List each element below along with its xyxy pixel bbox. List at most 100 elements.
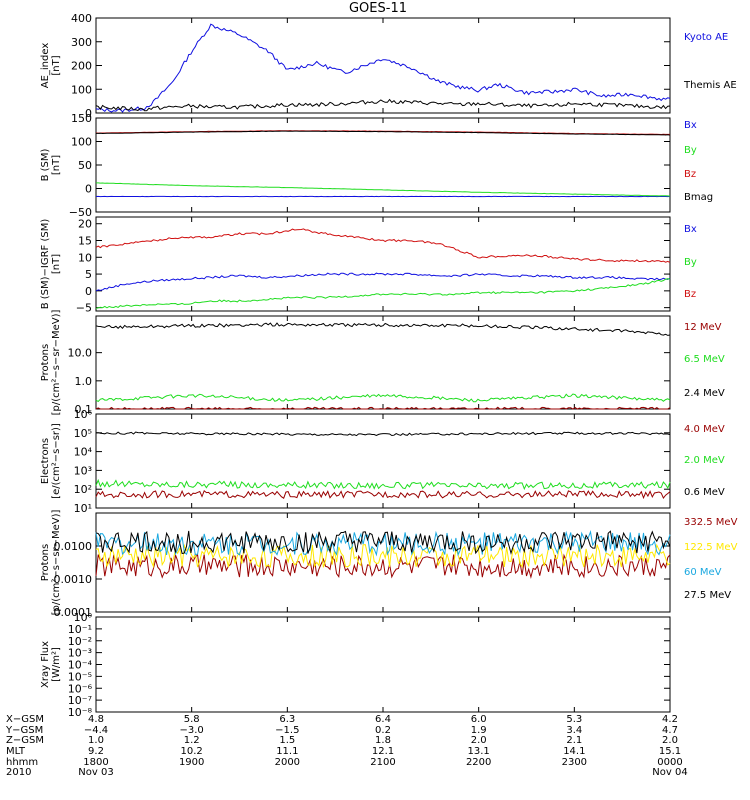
y-tick-label: 10³ bbox=[74, 464, 92, 477]
axis-cell: 1900 bbox=[179, 757, 204, 768]
axis-cell: 12.1 bbox=[372, 746, 394, 757]
axis-row-label: Y−GSM bbox=[5, 725, 43, 736]
series-line bbox=[95, 489, 671, 500]
y-tick-label: 100 bbox=[71, 83, 92, 96]
y-tick-label: 10.0 bbox=[68, 347, 93, 360]
series-line bbox=[95, 393, 671, 403]
y-tick-label: 400 bbox=[71, 12, 92, 25]
legend-label: By bbox=[684, 257, 697, 268]
y-tick-label: 0 bbox=[85, 285, 92, 298]
y-tick-label: 0.0100 bbox=[54, 540, 93, 553]
y-tick-label: 10⁻⁸ bbox=[68, 706, 93, 719]
axis-cell: 9.2 bbox=[88, 746, 104, 757]
axis-cell: 5.3 bbox=[566, 714, 582, 725]
axis-cell: 2.0 bbox=[471, 735, 487, 746]
y-tick-label: 300 bbox=[71, 36, 92, 49]
y-axis-label: Protons[p/(cm²−s−sr−MeV)] bbox=[40, 509, 62, 615]
legend-label: 2.4 MeV bbox=[684, 388, 725, 399]
axis-cell: 4.7 bbox=[662, 725, 678, 736]
y-tick-label: 10⁻² bbox=[68, 635, 92, 648]
axis-cell: 5.8 bbox=[184, 714, 200, 725]
legend-label: 27.5 MeV bbox=[684, 590, 731, 601]
figure-title: GOES-11 bbox=[349, 1, 407, 16]
series-line bbox=[95, 553, 671, 580]
axis-cell: 10.2 bbox=[181, 746, 203, 757]
panel-ae: 400 300 200 100 0 AE_index[nT] Kyoto AE Themis … bbox=[40, 12, 737, 120]
axis-cell: 15.1 bbox=[659, 746, 681, 757]
axis-cell: 11.1 bbox=[276, 746, 298, 757]
legend-label: By bbox=[684, 145, 697, 156]
legend-label: Bz bbox=[684, 169, 696, 180]
y-axis-label: B (SM)−IGRF (SM)[nT] bbox=[40, 219, 62, 310]
legend-label: 4.0 MeV bbox=[684, 424, 725, 435]
axis-cell: −3.0 bbox=[180, 725, 204, 736]
axis-cell: 2.0 bbox=[662, 735, 678, 746]
legend-label: 12 MeV bbox=[684, 322, 722, 333]
y-tick-label: 10² bbox=[74, 483, 92, 496]
axis-cell: 2200 bbox=[466, 757, 491, 768]
panel-frame bbox=[95, 616, 671, 713]
y-tick-label: 0.0010 bbox=[54, 573, 93, 586]
series-line bbox=[95, 98, 671, 112]
y-tick-label: 1.0 bbox=[75, 375, 93, 388]
y-tick-label: 0 bbox=[85, 107, 92, 120]
y-tick-label: 10¹ bbox=[74, 502, 92, 515]
legend-label: 0.6 MeV bbox=[684, 487, 725, 498]
axis-cell: 6.4 bbox=[375, 714, 391, 725]
series-line bbox=[95, 228, 671, 263]
legend-label: 60 MeV bbox=[684, 567, 722, 578]
series-line bbox=[96, 182, 671, 197]
y-axis-label: Electrons[e/(cm²−s−sr)] bbox=[40, 423, 62, 499]
panel-protons2: 0.0100 0.0010 0.0001Protons[p/(cm²−s−sr−Me… bbox=[40, 509, 738, 619]
panel-electrons: 10⁶ 10⁵ 10⁴ 10³ 10² 10¹ Electrons[e/(cm²−s−sr)… bbox=[40, 408, 725, 515]
axis-cell: 14.1 bbox=[563, 746, 585, 757]
series-line bbox=[96, 130, 671, 136]
legend-label: 2.0 MeV bbox=[684, 455, 725, 466]
axis-cell: 2100 bbox=[370, 757, 395, 768]
axis-cell: 1800 bbox=[83, 757, 108, 768]
axis-cell: Nov 03 bbox=[78, 767, 113, 778]
series-line bbox=[95, 530, 671, 557]
y-axis-label: Xray Flux[W/m²] bbox=[40, 641, 62, 688]
axis-cell: −4.4 bbox=[84, 725, 108, 736]
legend-label: 332.5 MeV bbox=[684, 517, 738, 528]
axis-cell: 3.4 bbox=[566, 725, 582, 736]
axis-cell: 1.5 bbox=[279, 735, 295, 746]
axis-cell: 1.8 bbox=[375, 735, 391, 746]
axis-cell: 6.0 bbox=[471, 714, 487, 725]
axis-cell: 0000 bbox=[657, 757, 682, 768]
axis-cell: Nov 04 bbox=[652, 767, 687, 778]
axis-cell: 1.2 bbox=[184, 735, 200, 746]
axis-cell: 0.2 bbox=[375, 725, 391, 736]
axis-cell: 13.1 bbox=[468, 746, 490, 757]
legend-label: Themis AE bbox=[683, 80, 737, 91]
series-line bbox=[95, 23, 671, 113]
series-line bbox=[95, 543, 671, 569]
y-tick-label: 100 bbox=[71, 136, 92, 149]
panel-bsm: 150 100 50 0 −50 B (SM)[nT] Bx By Bz Bmag bbox=[40, 112, 713, 219]
series-line bbox=[95, 406, 671, 410]
y-axis-label: B (SM)[nT] bbox=[40, 148, 62, 181]
y-tick-label: 10⁻⁵ bbox=[68, 670, 92, 683]
panel-frame bbox=[95, 413, 671, 509]
series-line bbox=[95, 278, 671, 309]
y-tick-label: 10 bbox=[78, 251, 92, 264]
y-tick-label: 20 bbox=[78, 218, 92, 231]
y-tick-label: 5 bbox=[85, 268, 92, 281]
legend-label: Kyoto AE bbox=[684, 32, 728, 43]
panel-protons1: 10.0 1.0 0.1 Protons[p/(cm²−s−sr−MeV)] 12 Me… bbox=[40, 309, 725, 416]
series-line bbox=[95, 478, 671, 491]
series-line bbox=[95, 272, 671, 292]
y-tick-label: 150 bbox=[71, 112, 92, 125]
y-tick-label: 10⁻¹ bbox=[68, 623, 92, 636]
axis-cell: −1.5 bbox=[275, 725, 299, 736]
series-line bbox=[95, 322, 671, 336]
y-tick-label: 10⁵ bbox=[74, 427, 92, 440]
panel-bigrf: 20 15 10 5 0 −5 B (SM)−IGRF (SM)[nT] Bx By Bz bbox=[40, 216, 697, 315]
axis-row-label: 2010 bbox=[6, 767, 31, 778]
y-tick-label: 0 bbox=[85, 183, 92, 196]
y-tick-label: 200 bbox=[71, 60, 92, 73]
legend-label: 122.5 MeV bbox=[684, 542, 738, 553]
axis-row-label: X−GSM bbox=[6, 714, 44, 725]
